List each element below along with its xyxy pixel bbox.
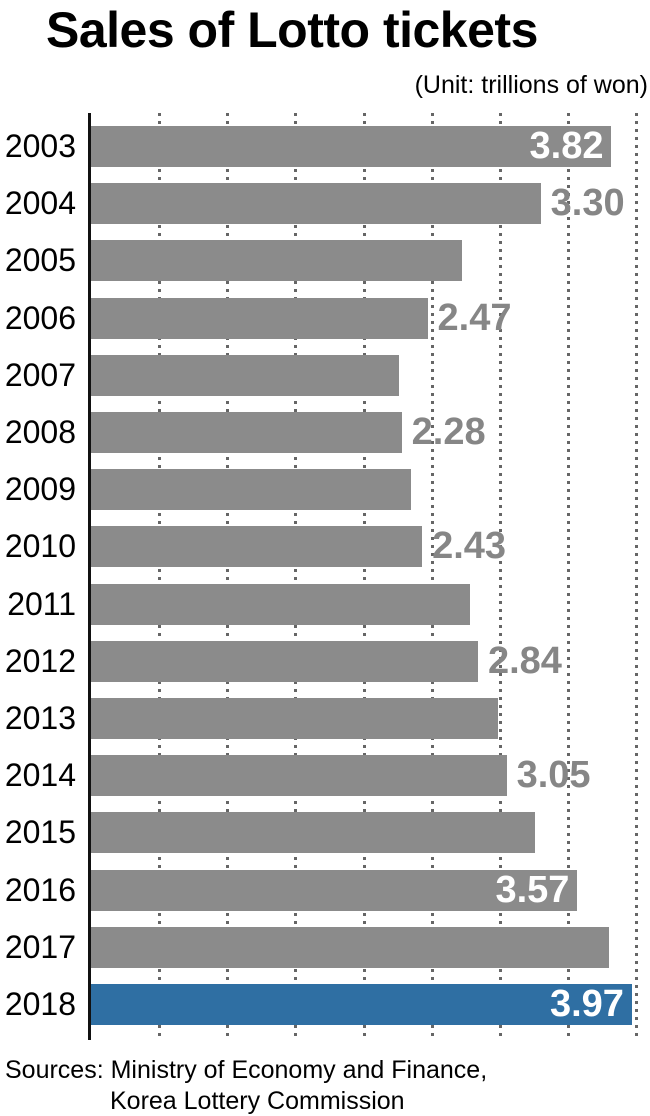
year-label-2006: 2006 <box>4 299 76 336</box>
chart-title: Sales of Lotto tickets <box>46 2 538 58</box>
bar-2018: 3.97 <box>91 983 632 1025</box>
bar-2013 <box>91 698 499 739</box>
bar-2007 <box>91 354 399 396</box>
value-label-2010: 2.43 <box>432 525 507 568</box>
value-label-2008: 2.28 <box>411 411 486 453</box>
bar-2003: 3.82 <box>91 125 612 167</box>
year-label-2013: 2013 <box>4 700 76 736</box>
value-label-2018: 3.97 <box>549 983 624 1025</box>
bar-2005 <box>91 240 462 282</box>
year-label-2016: 2016 <box>4 871 76 908</box>
year-label-2015: 2015 <box>4 814 76 851</box>
bar-2016: 3.57 <box>91 868 578 911</box>
year-label-2009: 2009 <box>4 471 76 508</box>
year-label-2011: 2011 <box>7 585 76 622</box>
value-label-2014: 3.05 <box>516 754 591 797</box>
year-label-2003: 2003 <box>4 128 76 164</box>
value-label-2006: 2.47 <box>437 296 512 339</box>
value-label-2016: 3.57 <box>495 868 570 911</box>
year-label-2007: 2007 <box>4 356 76 393</box>
value-label-2004: 3.30 <box>550 182 625 225</box>
year-label-2018: 2018 <box>4 986 76 1022</box>
gridline-1.0 <box>226 113 230 1040</box>
bar-2012 <box>91 640 478 682</box>
value-label-2012: 2.84 <box>487 639 562 682</box>
gridline-1.5 <box>294 113 298 1040</box>
bar-2011 <box>91 583 470 625</box>
gridline-2.0 <box>362 113 366 1040</box>
year-label-2017: 2017 <box>4 928 76 965</box>
bar-2014 <box>91 755 507 797</box>
year-label-2004: 2004 <box>4 185 76 222</box>
bar-2009 <box>91 469 412 511</box>
source-attribution-line1: Sources: Ministry of Economy and Finance… <box>5 1056 488 1084</box>
bar-2004 <box>91 183 541 225</box>
year-label-2005: 2005 <box>4 242 76 279</box>
year-label-2012: 2012 <box>4 642 76 679</box>
gridline-2.5 <box>430 113 434 1040</box>
bar-2008 <box>91 412 402 453</box>
year-label-2014: 2014 <box>4 757 76 794</box>
gridline-3.5 <box>566 113 570 1040</box>
gridline-0.5 <box>158 113 162 1040</box>
bar-2006 <box>91 297 428 339</box>
bar-2010 <box>91 526 423 568</box>
gridline-3.0 <box>498 113 502 1040</box>
bar-2015 <box>91 812 536 854</box>
y-axis-line <box>88 113 91 1040</box>
year-label-2008: 2008 <box>4 414 76 450</box>
value-label-2003: 3.82 <box>529 125 604 167</box>
year-label-2010: 2010 <box>4 528 76 565</box>
bar-2017 <box>91 926 609 968</box>
bar-chart: 2003 3.82 2004 3.30 2005 2006 2.47 2007 2008 2.28… <box>0 113 650 1040</box>
source-attribution-line2: Korea Lottery Commission <box>110 1087 405 1115</box>
gridline-4.0 <box>635 113 638 1040</box>
unit-note: (Unit: trillions of won) <box>414 71 648 99</box>
